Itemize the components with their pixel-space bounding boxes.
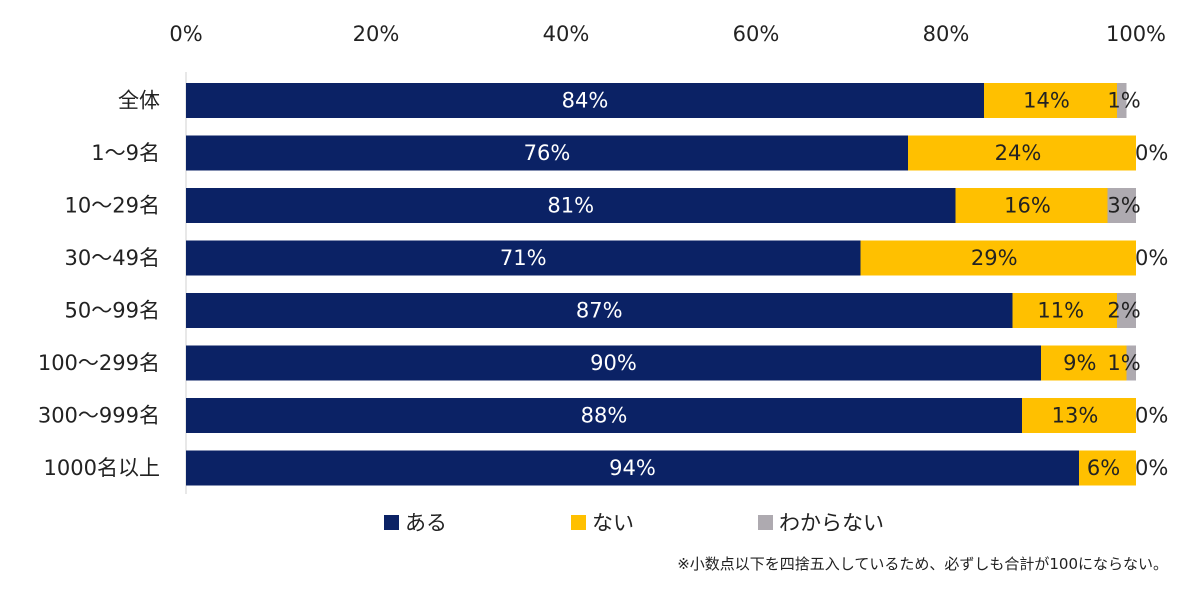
data-label: 14%	[1023, 89, 1070, 113]
bar-segment	[186, 83, 984, 118]
legend: ある ない わからない	[384, 511, 884, 535]
bar-segment	[1126, 345, 1136, 381]
legend-label: ある	[405, 511, 447, 535]
footnote: ※小数点以下を四捨五入しているため、必ずしも合計が100にならない。	[677, 555, 1168, 573]
legend-label: わからない	[779, 511, 884, 535]
bar-segment	[186, 135, 908, 171]
data-label: 90%	[590, 351, 637, 375]
category-label: 全体	[118, 89, 160, 113]
data-label: 13%	[1052, 404, 1099, 428]
category-label: 300～999名	[38, 404, 160, 428]
bar-segment	[186, 398, 1022, 433]
x-tick-label: 40%	[543, 22, 590, 46]
data-label: 1%	[1107, 351, 1140, 375]
x-tick-label: 20%	[353, 22, 400, 46]
data-label: 24%	[995, 141, 1042, 165]
data-label: 94%	[609, 456, 656, 480]
legend-swatch	[384, 515, 399, 530]
data-label: 29%	[971, 246, 1018, 270]
data-label: 71%	[500, 246, 547, 270]
bar-segment	[1107, 188, 1136, 223]
bar-segment	[1117, 83, 1127, 118]
legend-swatch	[571, 515, 586, 530]
bar-segment	[1117, 293, 1136, 328]
bar-segment	[1022, 398, 1136, 433]
data-label: 1%	[1107, 89, 1140, 113]
bar-segment	[1012, 293, 1117, 328]
x-tick-label: 60%	[733, 22, 780, 46]
data-label: 16%	[1004, 194, 1051, 218]
bar-segment	[860, 240, 1136, 276]
category-label: 10～29名	[65, 194, 160, 218]
data-label: 0%	[1135, 404, 1168, 428]
category-label: 1～9名	[91, 141, 160, 165]
category-label: 50～99名	[65, 299, 160, 323]
bars	[186, 83, 1136, 486]
data-label: 87%	[576, 299, 623, 323]
category-labels: 全体 1～9名 10～29名 30～49名 50～99名 100～299名 300～999名…	[38, 89, 160, 481]
data-label: 2%	[1107, 299, 1140, 323]
bar-segment	[984, 83, 1117, 118]
data-label: 9%	[1063, 351, 1096, 375]
data-label: 81%	[547, 194, 594, 218]
data-label: 0%	[1135, 141, 1168, 165]
data-label: 76%	[524, 141, 571, 165]
data-label: 0%	[1135, 246, 1168, 270]
bar-segment	[186, 450, 1079, 486]
category-label: 30～49名	[65, 246, 160, 270]
bar-segment	[186, 240, 861, 276]
data-label: 11%	[1037, 299, 1084, 323]
bar-segment	[186, 345, 1041, 381]
bar-segment	[908, 135, 1136, 171]
bar-segment	[1041, 345, 1127, 381]
data-label: 88%	[581, 404, 628, 428]
legend-swatch	[758, 515, 773, 530]
bar-segment	[1079, 450, 1136, 486]
bar-segment	[186, 188, 956, 223]
data-label: 3%	[1107, 194, 1140, 218]
data-label: 6%	[1087, 456, 1120, 480]
data-labels: 84% 14% 1% 76% 24% 0% 81% 16% 3% 71% 29% 0% 87% 11% 2%…	[500, 89, 1168, 481]
category-label: 100～299名	[38, 351, 160, 375]
category-label: 1000名以上	[44, 456, 160, 480]
x-tick-label: 0%	[169, 22, 202, 46]
legend-label: ない	[592, 511, 634, 535]
x-tick-label: 80%	[923, 22, 970, 46]
data-label: 0%	[1135, 456, 1168, 480]
x-tick-label: 100%	[1106, 22, 1166, 46]
x-axis-ticks: 0% 20% 40% 60% 80% 100%	[169, 22, 1166, 46]
data-label: 84%	[562, 89, 609, 113]
bar-segment	[955, 188, 1108, 223]
bar-segment	[186, 293, 1013, 328]
